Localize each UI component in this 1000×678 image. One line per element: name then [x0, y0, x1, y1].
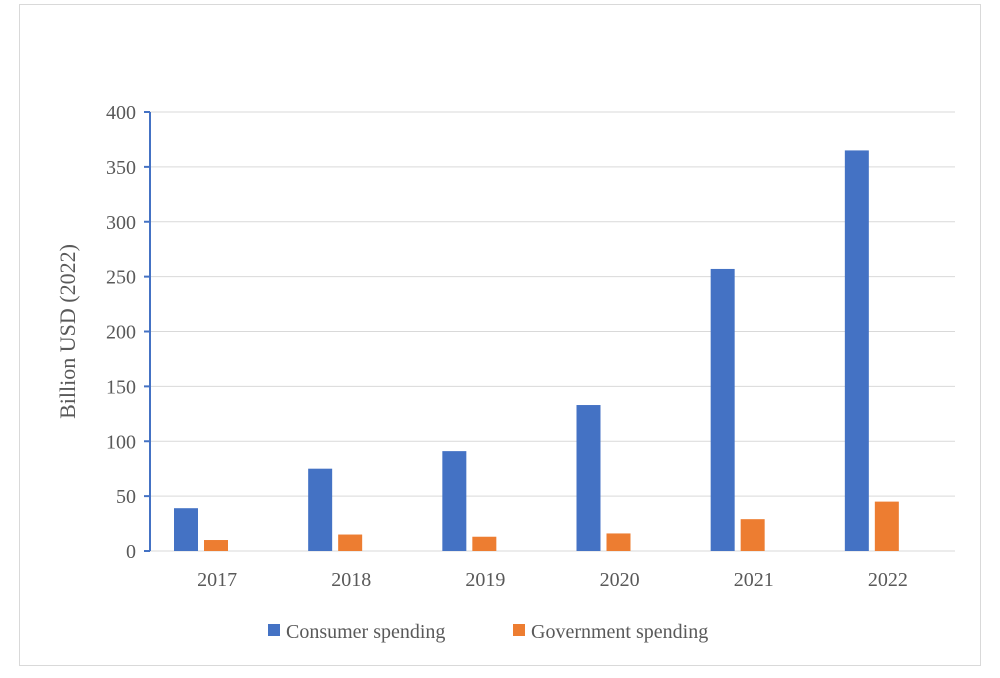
- legend-swatch: [513, 624, 525, 636]
- y-tick-label: 350: [106, 157, 136, 179]
- y-tick-label: 0: [126, 541, 136, 563]
- y-tick-label: 150: [106, 376, 136, 398]
- bar-consumer-spending-2017: [174, 508, 198, 551]
- x-tick-labels: 2017 2018 2019 2020 2021 2022: [197, 569, 908, 591]
- bar-consumer-spending-2020: [576, 405, 601, 551]
- bar-consumer-spending-2021: [710, 268, 735, 551]
- bar-government-spending-2017: [204, 540, 228, 551]
- x-tick-label: 2019: [465, 569, 505, 591]
- legend: Consumer spending Government spending: [268, 621, 708, 643]
- x-tick-label: 2022: [868, 569, 908, 591]
- bar-government-spending-2020: [606, 533, 631, 551]
- legend-swatch: [268, 624, 280, 636]
- x-tick-label: 2021: [734, 569, 774, 591]
- bar-government-spending-2022: [874, 501, 899, 551]
- y-axis-label: Billion USD (2022): [55, 244, 80, 419]
- x-tick-label: 2017: [197, 569, 237, 591]
- x-tick-label: 2020: [600, 569, 640, 591]
- chart-frame: [19, 4, 981, 666]
- bar-government-spending-2021: [740, 519, 765, 551]
- y-tick-label: 50: [116, 486, 136, 508]
- y-tick-label: 200: [106, 322, 136, 344]
- legend-label: Government spending: [531, 621, 708, 643]
- x-tick-label: 2018: [331, 569, 371, 591]
- bar-consumer-spending-2019: [442, 451, 467, 551]
- bars: [174, 150, 899, 551]
- y-tick-label: 300: [106, 212, 136, 234]
- bar-consumer-spending-2018: [308, 468, 333, 551]
- y-tick-label: 400: [106, 102, 136, 124]
- y-tick-label: 100: [106, 431, 136, 453]
- legend-label: Consumer spending: [286, 621, 445, 643]
- bar-government-spending-2019: [472, 536, 497, 551]
- gridlines: [150, 111, 955, 552]
- bar-consumer-spending-2022: [844, 150, 869, 551]
- bar-government-spending-2018: [338, 534, 363, 551]
- y-tick-label: 250: [106, 267, 136, 289]
- y-tick-labels: 0 50 100 150 200 250 300 350 400: [106, 102, 150, 563]
